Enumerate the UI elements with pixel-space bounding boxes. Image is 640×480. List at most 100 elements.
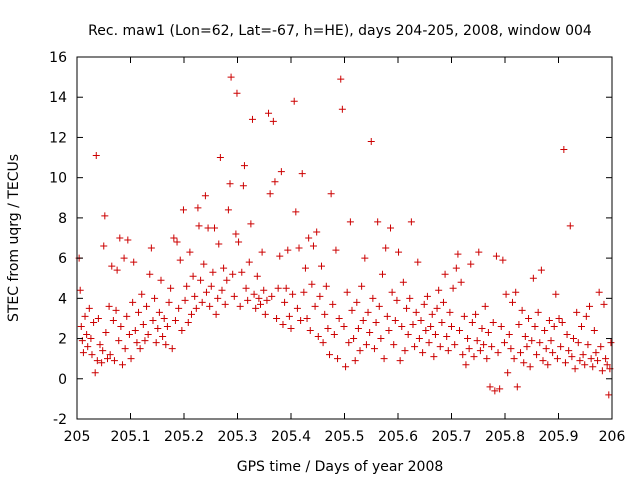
data-point (151, 294, 159, 302)
data-point (311, 302, 319, 310)
data-point (602, 355, 610, 363)
data-point (486, 383, 494, 391)
data-point (197, 276, 205, 284)
data-point (240, 162, 248, 170)
data-point (480, 341, 488, 349)
data-point (194, 204, 202, 212)
data-point (301, 264, 309, 272)
data-point (356, 347, 364, 355)
data-point (337, 75, 345, 83)
data-point (76, 286, 84, 294)
data-point (250, 290, 258, 298)
data-point (348, 306, 356, 314)
data-point (427, 322, 435, 330)
data-point (244, 296, 252, 304)
data-point (374, 218, 382, 226)
data-point (141, 337, 149, 345)
data-point (257, 300, 265, 308)
data-point (335, 314, 343, 322)
y-axis-label: STEC from uqrg / TECUs (6, 154, 22, 322)
data-point (108, 262, 116, 270)
data-point (472, 310, 480, 318)
data-point (279, 320, 287, 328)
data-point (162, 341, 170, 349)
data-point (343, 288, 351, 296)
data-point (195, 222, 203, 230)
data-point (430, 353, 438, 361)
data-point (139, 320, 147, 328)
data-point (269, 117, 277, 125)
data-point (382, 244, 390, 252)
data-point (550, 322, 558, 330)
data-point (112, 306, 120, 314)
data-point (171, 316, 179, 324)
data-point (478, 325, 486, 332)
data-point (565, 347, 573, 355)
data-point (85, 304, 93, 312)
data-point (476, 347, 484, 355)
data-point (338, 105, 346, 113)
data-point (287, 325, 295, 332)
data-point (366, 329, 374, 337)
data-point (285, 312, 293, 320)
data-point (581, 361, 589, 369)
data-point (537, 266, 545, 274)
data-point (420, 300, 428, 308)
data-point (449, 284, 457, 292)
data-point (223, 276, 231, 284)
data-point (212, 310, 220, 318)
x-tick-label: 205.8 (485, 429, 525, 445)
data-point (582, 312, 590, 320)
data-point (236, 302, 244, 310)
data-point (576, 357, 584, 365)
data-point (124, 236, 132, 244)
data-point (483, 355, 491, 363)
data-point (406, 294, 414, 302)
y-tick-label: 6 (58, 251, 67, 267)
data-point (155, 308, 163, 316)
data-point (133, 339, 141, 347)
data-point (186, 248, 194, 256)
data-point (118, 361, 126, 369)
data-point (467, 260, 475, 268)
data-point (468, 318, 476, 326)
data-point (369, 294, 377, 302)
data-point (603, 361, 611, 369)
data-point (508, 298, 516, 306)
y-tick-label: -2 (53, 412, 67, 428)
data-point (358, 282, 366, 290)
data-point (81, 312, 89, 320)
data-point (586, 302, 594, 310)
y-tick-label: 16 (49, 50, 67, 66)
data-point (513, 383, 521, 391)
data-point (414, 258, 422, 266)
data-point (411, 343, 419, 351)
data-point (330, 331, 338, 339)
data-point (419, 349, 427, 357)
data-point (242, 284, 250, 292)
data-point (123, 312, 131, 320)
data-point (398, 322, 406, 330)
data-point (390, 341, 398, 349)
data-point (362, 341, 370, 349)
data-point (364, 308, 372, 316)
data-point (92, 152, 100, 160)
data-point (473, 337, 481, 345)
data-point (289, 290, 297, 298)
data-point (399, 278, 407, 286)
data-point (578, 322, 586, 330)
data-point (378, 270, 386, 278)
data-point (295, 244, 303, 252)
data-point (345, 339, 353, 347)
data-point (443, 333, 451, 341)
data-point (569, 335, 577, 343)
data-point (441, 270, 449, 278)
data-point (163, 322, 171, 330)
data-point (94, 314, 102, 322)
data-point (584, 341, 592, 349)
data-point (342, 363, 350, 371)
x-tick-label: 205.2 (164, 429, 204, 445)
data-point (230, 292, 238, 300)
data-point (105, 302, 113, 310)
data-point (499, 256, 507, 264)
